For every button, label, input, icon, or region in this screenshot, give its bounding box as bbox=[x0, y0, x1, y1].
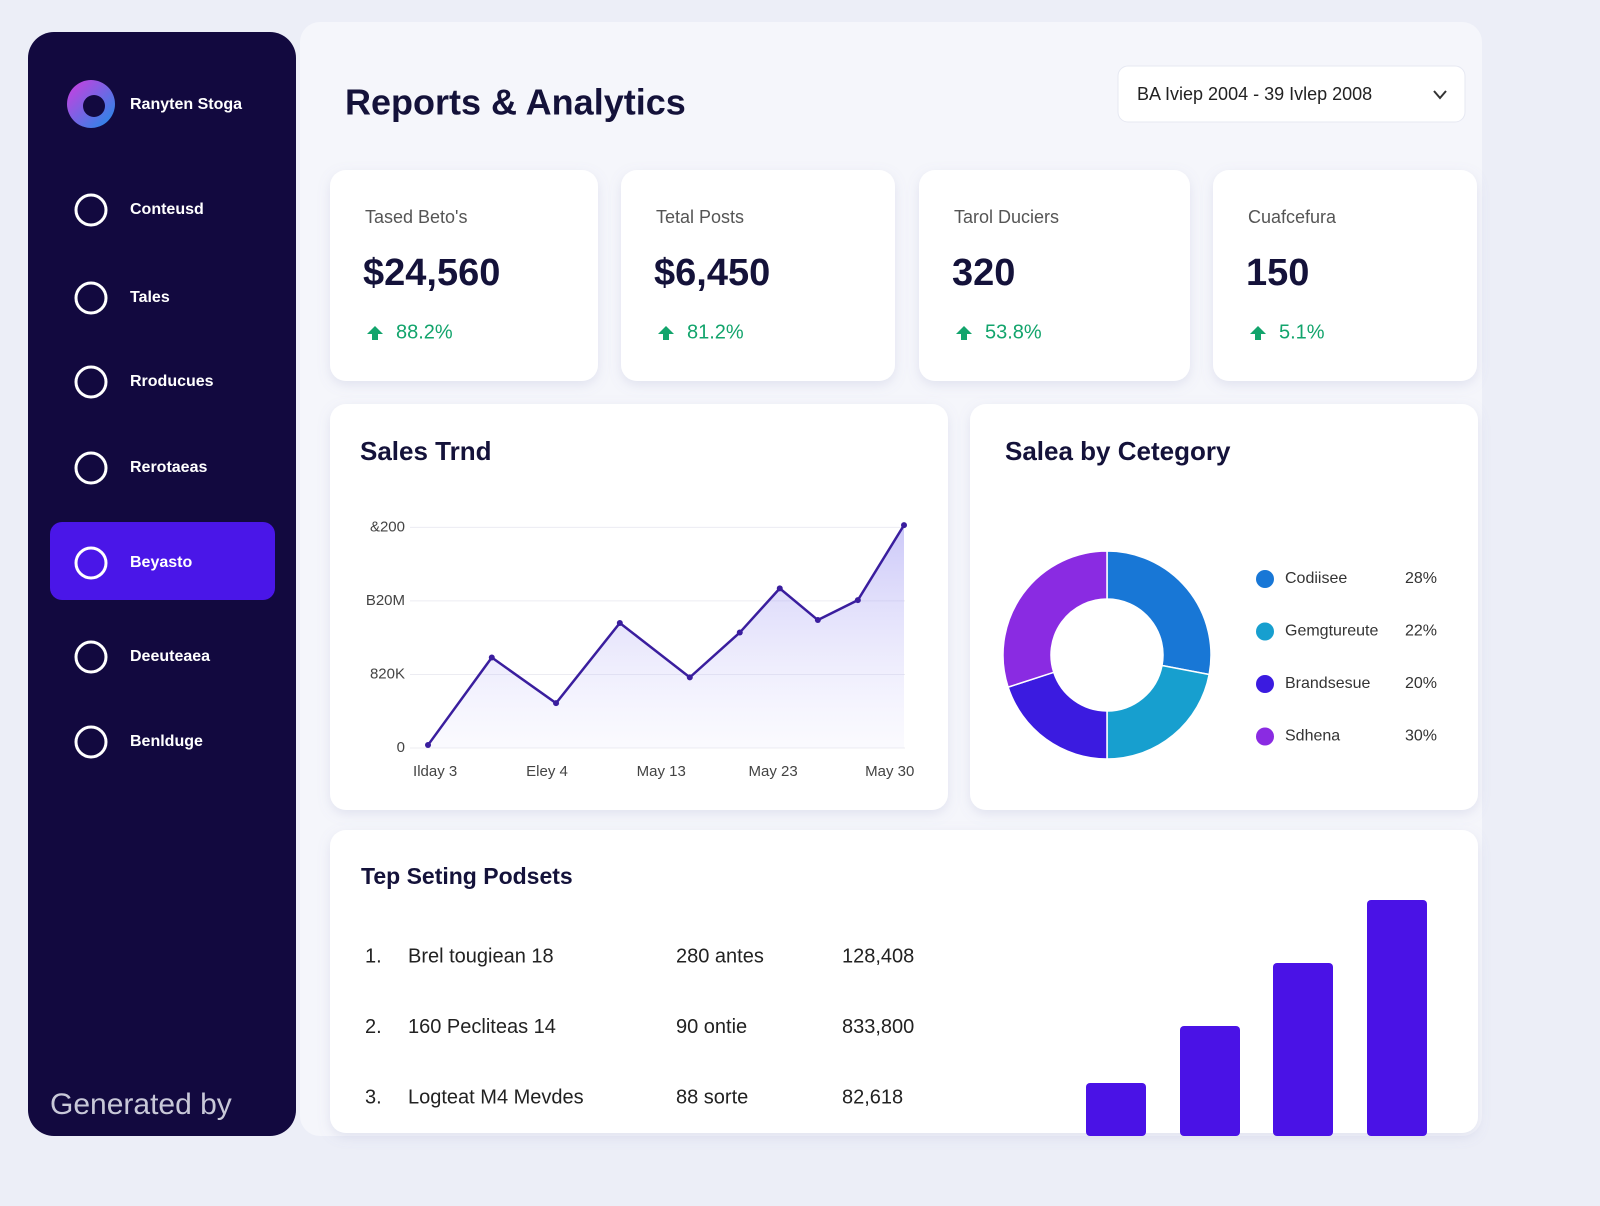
y-tick-label: &200 bbox=[370, 518, 405, 535]
sales-point bbox=[854, 597, 861, 604]
kpi-delta-icon bbox=[658, 326, 674, 340]
legend-value: 20% bbox=[1405, 675, 1437, 692]
sales-line bbox=[426, 524, 906, 746]
nav-icon bbox=[74, 281, 108, 315]
nav-label[interactable]: Deeuteaea bbox=[130, 648, 210, 665]
nav-label[interactable]: Tales bbox=[130, 289, 170, 306]
y-tick-label: B20M bbox=[366, 592, 405, 609]
kpi-label: Tetal Posts bbox=[656, 207, 744, 227]
kpi-value: $6,450 bbox=[654, 252, 770, 294]
nav-label[interactable]: Benlduge bbox=[130, 733, 203, 750]
kpi-delta-icon bbox=[367, 326, 383, 340]
x-tick-label: Eley 4 bbox=[526, 763, 568, 780]
category-card bbox=[970, 404, 1478, 810]
table-cell: 833,800 bbox=[842, 1016, 914, 1038]
nav-active-bg[interactable] bbox=[50, 522, 275, 600]
legend-dot bbox=[1256, 622, 1274, 641]
table-cell: 1. bbox=[365, 945, 382, 967]
dropdown-arrow bbox=[1433, 90, 1447, 100]
x-tick-label: May 23 bbox=[748, 763, 797, 780]
date-picker[interactable] bbox=[1117, 65, 1466, 123]
kpi-value: 320 bbox=[952, 252, 1015, 294]
nav-icon bbox=[74, 725, 108, 759]
kpi-delta: 53.8% bbox=[985, 321, 1042, 343]
legend-value: 28% bbox=[1405, 570, 1437, 587]
donut-segment bbox=[1106, 550, 1212, 676]
sales-area bbox=[428, 525, 904, 748]
legend-label: Codiisee bbox=[1285, 570, 1347, 587]
x-tick-label: May 13 bbox=[637, 763, 686, 780]
legend-dot bbox=[1256, 727, 1274, 746]
legend-label: Sdhena bbox=[1285, 728, 1340, 745]
kpi-delta: 88.2% bbox=[396, 321, 453, 343]
brand-name: Ranyten Stoga bbox=[130, 96, 242, 113]
legend-dot bbox=[1256, 570, 1274, 588]
table-cell: 90 ontie bbox=[676, 1016, 747, 1038]
legend-label: Gemgtureute bbox=[1285, 623, 1378, 640]
legend-value: 30% bbox=[1405, 728, 1437, 745]
table-cell: 82,618 bbox=[842, 1086, 903, 1108]
nav-label[interactable]: Conteusd bbox=[130, 201, 204, 218]
bar bbox=[1086, 1083, 1146, 1136]
y-tick-label: 0 bbox=[397, 739, 405, 756]
nav-icon bbox=[74, 451, 108, 485]
nav-icon bbox=[74, 640, 108, 674]
sales-point bbox=[488, 654, 495, 661]
table-cell: 280 antes bbox=[676, 945, 764, 967]
kpi-label: Tased Beto's bbox=[365, 207, 468, 227]
sales-point bbox=[425, 742, 431, 749]
kpi-delta-icon bbox=[1250, 326, 1266, 340]
watermark: Generated by bbox=[50, 1088, 232, 1121]
kpi-delta: 5.1% bbox=[1279, 321, 1325, 343]
sales-point bbox=[553, 700, 560, 707]
kpi-card bbox=[330, 170, 598, 381]
sales-point bbox=[776, 585, 783, 592]
table-cell: 88 sorte bbox=[676, 1086, 748, 1108]
chart-title: Sales Trnd bbox=[360, 436, 492, 466]
x-tick-label: May 30 bbox=[865, 763, 914, 780]
section-title: Tep Seting Podsets bbox=[361, 863, 573, 889]
kpi-value: 150 bbox=[1246, 252, 1309, 294]
sales-point bbox=[814, 617, 821, 624]
legend-label: Brandsesue bbox=[1285, 675, 1370, 692]
sales-point bbox=[616, 619, 623, 626]
kpi-value: $24,560 bbox=[363, 252, 500, 294]
table-cell: 3. bbox=[365, 1086, 382, 1108]
table-cell: 160 Pecliteas 14 bbox=[408, 1016, 556, 1038]
brand-logo-hole bbox=[83, 95, 105, 117]
kpi-card bbox=[919, 170, 1190, 381]
sales-point bbox=[901, 522, 907, 529]
nav-label[interactable]: Beyasto bbox=[130, 554, 192, 571]
legend-value: 22% bbox=[1405, 623, 1437, 640]
kpi-card bbox=[621, 170, 895, 381]
legend-dot bbox=[1256, 675, 1274, 693]
sales-point bbox=[736, 629, 743, 636]
nav-icon bbox=[74, 365, 108, 399]
nav-label[interactable]: Rroducues bbox=[130, 373, 214, 390]
bar bbox=[1180, 1026, 1240, 1136]
kpi-delta-icon bbox=[956, 326, 972, 340]
donut-segment bbox=[1002, 550, 1108, 689]
table-cell: Brel tougiean 18 bbox=[408, 945, 554, 967]
sales-point bbox=[686, 674, 693, 681]
table-cell: Logteat M4 Mevdes bbox=[408, 1086, 584, 1108]
nav-icon bbox=[74, 193, 108, 227]
y-tick-label: 820K bbox=[370, 665, 405, 682]
bar bbox=[1367, 900, 1427, 1136]
nav-label[interactable]: Rerotaeas bbox=[130, 459, 207, 476]
kpi-label: Cuafcefura bbox=[1248, 207, 1337, 227]
x-tick-label: Ilday 3 bbox=[413, 763, 457, 780]
kpi-label: Tarol Duciers bbox=[954, 207, 1059, 227]
table-cell: 2. bbox=[365, 1016, 382, 1038]
page-title: Reports & Analytics bbox=[345, 82, 686, 123]
kpi-delta: 81.2% bbox=[687, 321, 744, 343]
date-range[interactable]: BA Iviep 2004 - 39 Ivlep 2008 bbox=[1137, 84, 1372, 104]
chart-title: Salea by Cetegory bbox=[1005, 436, 1231, 466]
nav-icon bbox=[74, 546, 108, 580]
kpi-card bbox=[1213, 170, 1477, 381]
table-cell: 128,408 bbox=[842, 945, 914, 967]
bar bbox=[1273, 963, 1333, 1136]
